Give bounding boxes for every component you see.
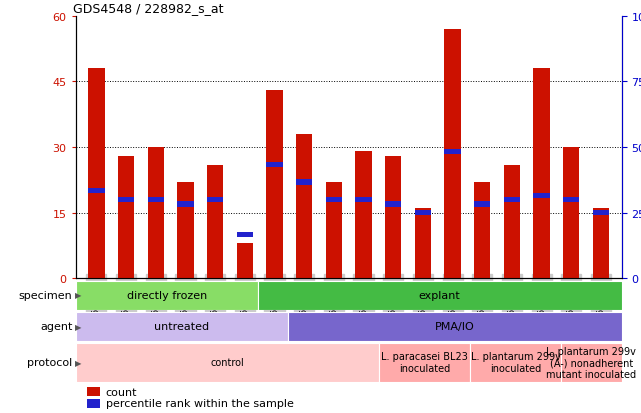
- Bar: [474, 202, 490, 207]
- Text: L. paracasei BL23
inoculated: L. paracasei BL23 inoculated: [381, 351, 468, 373]
- Text: ▶: ▶: [75, 291, 81, 300]
- Text: explant: explant: [419, 290, 461, 300]
- Bar: [444, 150, 461, 154]
- Text: count: count: [106, 387, 137, 396]
- Bar: [237, 244, 253, 279]
- Bar: [385, 157, 401, 279]
- Bar: [470, 343, 561, 382]
- Bar: [178, 183, 194, 279]
- Bar: [355, 152, 372, 279]
- Text: protocol: protocol: [27, 357, 72, 368]
- Bar: [474, 183, 490, 279]
- Bar: [355, 197, 372, 203]
- Bar: [415, 209, 431, 279]
- Bar: [178, 202, 194, 207]
- Bar: [326, 197, 342, 203]
- Bar: [267, 91, 283, 279]
- Bar: [415, 211, 431, 216]
- Bar: [147, 197, 164, 203]
- Bar: [593, 209, 609, 279]
- Text: L. plantarum 299v
(A-) nonadherent
mutant inoculated: L. plantarum 299v (A-) nonadherent mutan…: [546, 346, 637, 379]
- Bar: [87, 387, 100, 396]
- Text: untreated: untreated: [154, 321, 210, 331]
- Bar: [258, 281, 622, 310]
- Bar: [76, 281, 258, 310]
- Bar: [118, 157, 134, 279]
- Text: percentile rank within the sample: percentile rank within the sample: [106, 399, 294, 408]
- Text: directly frozen: directly frozen: [126, 290, 207, 300]
- Text: L. plantarum 299v
inoculated: L. plantarum 299v inoculated: [470, 351, 560, 373]
- Bar: [385, 202, 401, 207]
- Bar: [267, 162, 283, 168]
- Bar: [444, 30, 461, 279]
- Text: PMA/IO: PMA/IO: [435, 321, 475, 331]
- Bar: [326, 183, 342, 279]
- Bar: [593, 211, 609, 216]
- Bar: [237, 233, 253, 238]
- Bar: [76, 343, 379, 382]
- Bar: [207, 165, 223, 279]
- Bar: [87, 399, 100, 408]
- Bar: [563, 147, 579, 279]
- Bar: [288, 312, 622, 341]
- Bar: [118, 197, 134, 203]
- Text: agent: agent: [40, 321, 72, 331]
- Text: ▶: ▶: [75, 358, 81, 367]
- Text: ▶: ▶: [75, 322, 81, 331]
- Bar: [533, 69, 550, 279]
- Bar: [563, 197, 579, 203]
- Bar: [88, 69, 104, 279]
- Bar: [504, 165, 520, 279]
- Bar: [147, 147, 164, 279]
- Bar: [379, 343, 470, 382]
- Bar: [561, 343, 622, 382]
- Bar: [533, 193, 550, 198]
- Text: control: control: [210, 357, 244, 368]
- Text: GDS4548 / 228982_s_at: GDS4548 / 228982_s_at: [73, 2, 224, 15]
- Bar: [88, 189, 104, 194]
- Bar: [296, 180, 312, 185]
- Bar: [296, 135, 312, 279]
- Bar: [76, 312, 288, 341]
- Bar: [207, 197, 223, 203]
- Text: specimen: specimen: [19, 290, 72, 300]
- Bar: [504, 197, 520, 203]
